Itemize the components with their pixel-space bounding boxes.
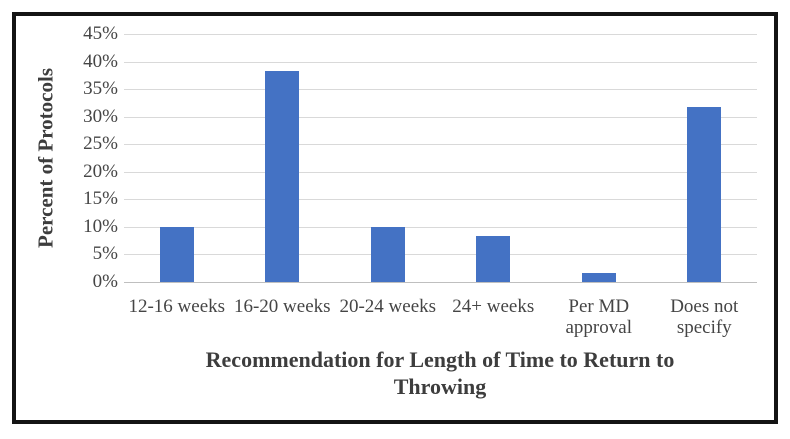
bar: [476, 236, 511, 282]
bar: [370, 226, 405, 282]
y-tick-label: 20%: [83, 160, 118, 182]
gridline: [124, 34, 757, 35]
x-category-label: Per MD approval: [565, 296, 632, 338]
gridline: [124, 226, 757, 228]
x-axis-baseline: [124, 282, 757, 283]
gridline: [124, 171, 757, 173]
gridline: [124, 89, 757, 91]
y-tick-label: 35%: [83, 78, 118, 100]
gridline: [124, 61, 757, 63]
bar: [265, 70, 300, 282]
y-tick-label: 40%: [83, 50, 118, 72]
y-tick-label: 25%: [83, 133, 118, 155]
gridline: [124, 144, 757, 146]
y-tick-label: 5%: [92, 243, 118, 265]
x-category-label: 16-20 weeks: [233, 296, 331, 317]
y-tick-label: 45%: [83, 23, 118, 44]
bar: [687, 107, 722, 282]
gridline: [124, 254, 757, 256]
gridline: [124, 199, 757, 201]
y-tick-label: 10%: [83, 215, 118, 237]
y-tick-label: 15%: [83, 188, 118, 210]
x-category-label: Does not specify: [670, 296, 739, 338]
chart-frame: Percent of Protocols 0% 5% 10% 15% 20% 25% 30%…: [12, 12, 778, 424]
gridline: [124, 116, 757, 118]
plot-area: [124, 34, 757, 283]
x-category-label: 20-24 weeks: [339, 296, 437, 317]
bar: [581, 272, 616, 282]
y-tick-label: 30%: [83, 105, 118, 127]
x-category-label: 12-16 weeks: [128, 296, 226, 317]
x-category-label: 24+ weeks: [452, 296, 535, 317]
y-tick-label: 0%: [92, 271, 118, 292]
bar: [159, 226, 194, 282]
x-axis-title: Recommendation for Length of Time to Ret…: [205, 347, 675, 399]
